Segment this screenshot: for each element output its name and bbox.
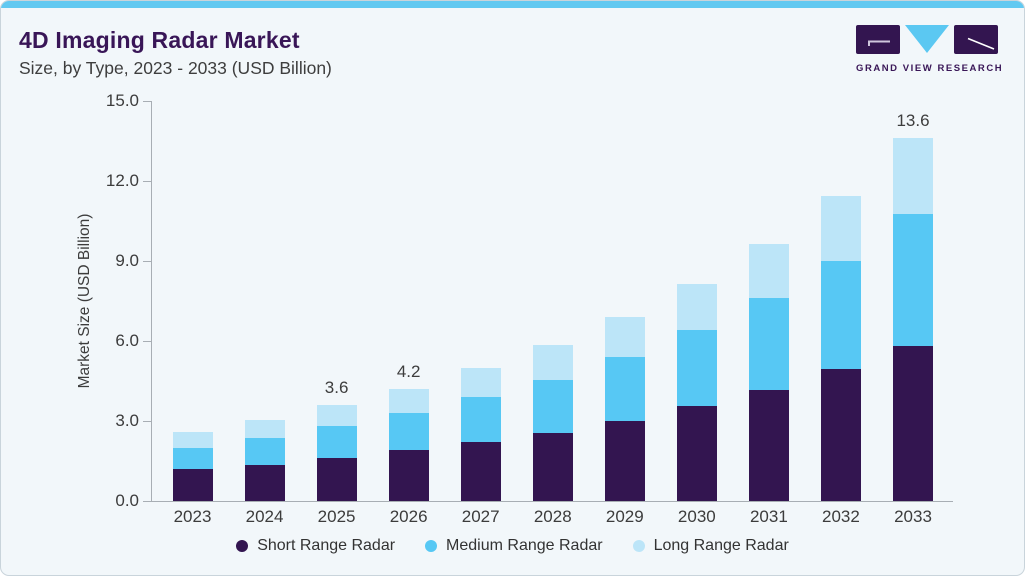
legend-item-short-range-radar: Short Range Radar — [236, 537, 395, 555]
y-tick-mark — [143, 180, 151, 182]
chart-legend: Short Range Radar Medium Range Radar Lon… — [1, 537, 1024, 555]
y-tick-label: 12.0 — [105, 170, 139, 190]
x-axis-label-2025: 2025 — [317, 507, 356, 526]
page-title: 4D Imaging Radar Market — [19, 27, 300, 53]
bar-segment-short-range-2031 — [748, 390, 789, 501]
x-axis-label-2023: 2023 — [173, 507, 212, 526]
page-subtitle: Size, by Type, 2023 - 2033 (USD Billion) — [19, 58, 332, 78]
bar-segment-long-range-2026 — [388, 389, 429, 413]
legend-item-long-range-radar: Long Range Radar — [632, 537, 789, 555]
bar-segment-medium-range-2024 — [244, 438, 285, 465]
legend-item-medium-range-radar: Medium Range Radar — [425, 537, 603, 555]
bar-segment-long-range-2028 — [532, 345, 573, 380]
bar-segment-long-range-2033 — [893, 138, 933, 215]
y-tick-mark — [143, 260, 151, 262]
logo-g-stroke — [868, 40, 890, 46]
x-axis-label-2030: 2030 — [677, 507, 716, 526]
bar-segment-medium-range-2029 — [604, 357, 645, 421]
legend-marker-long-range-icon — [632, 540, 645, 552]
legend-marker-medium-range-icon — [425, 540, 438, 552]
y-tick-mark — [143, 340, 151, 342]
logo-r-stroke — [967, 37, 995, 50]
bar-segment-short-range-2030 — [676, 406, 717, 501]
bar-segment-long-range-2027 — [460, 367, 501, 397]
y-tick-label: 0.0 — [115, 490, 139, 510]
bar-segment-medium-range-2030 — [676, 330, 717, 407]
bar-value-label-2033: 13.6 — [896, 111, 930, 131]
bar-segment-short-range-2024 — [244, 465, 285, 501]
y-tick-label: 6.0 — [115, 330, 139, 350]
x-axis-label-2031: 2031 — [749, 507, 788, 526]
bar-segment-short-range-2029 — [604, 421, 645, 501]
bar-segment-long-range-2031 — [748, 243, 789, 299]
legend-label-medium-range: Medium Range Radar — [446, 537, 603, 554]
bar-segment-medium-range-2028 — [532, 379, 573, 433]
x-axis-label-2032: 2032 — [822, 507, 860, 526]
logo-r-block — [954, 25, 998, 54]
gvr-logo-icon — [856, 25, 998, 54]
top-accent-bar — [1, 1, 1024, 8]
logo-v-triangle — [905, 25, 949, 53]
bar-segment-medium-range-2033 — [893, 214, 933, 347]
bar-segment-long-range-2023 — [172, 431, 213, 448]
x-axis-label-2027: 2027 — [461, 507, 500, 526]
legend-marker-short-range-icon — [236, 540, 249, 552]
x-axis-label-2026: 2026 — [389, 507, 428, 526]
bar-value-label-2026: 4.2 — [396, 362, 421, 381]
x-axis-label-2029: 2029 — [605, 507, 644, 526]
bar-segment-short-range-2027 — [460, 442, 501, 501]
y-tick-mark — [143, 100, 151, 102]
legend-label-short-range: Short Range Radar — [257, 537, 396, 554]
logo-g-block — [856, 25, 900, 54]
x-axis-label-2028: 2028 — [533, 507, 572, 526]
bar-segment-medium-range-2027 — [460, 397, 501, 443]
bar-segment-long-range-2032 — [820, 195, 861, 261]
x-axis-label-2033: 2033 — [894, 507, 932, 526]
bar-segment-short-range-2025 — [316, 458, 357, 501]
x-axis-label-2024: 2024 — [245, 507, 284, 526]
bar-segment-long-range-2024 — [244, 419, 285, 439]
bar-segment-medium-range-2032 — [820, 261, 861, 369]
y-axis-title: Market Size (USD Billion) — [76, 213, 93, 389]
bar-segment-medium-range-2025 — [316, 426, 357, 459]
brand-name: GRAND VIEW RESEARCH — [856, 63, 1004, 74]
bar-segment-long-range-2025 — [316, 405, 357, 427]
bar-segment-long-range-2029 — [604, 317, 645, 357]
y-tick-mark — [143, 500, 151, 502]
bar-segment-short-range-2023 — [172, 469, 213, 501]
bar-segment-short-range-2032 — [820, 369, 861, 501]
bar-segment-long-range-2030 — [676, 283, 717, 331]
bar-segment-medium-range-2023 — [172, 447, 213, 469]
bar-segment-short-range-2026 — [388, 450, 429, 501]
y-tick-mark — [143, 420, 151, 422]
bar-value-label-2025: 3.6 — [324, 378, 349, 397]
grand-view-research-logo: GRAND VIEW RESEARCH — [856, 25, 1004, 74]
y-tick-label: 15.0 — [105, 90, 139, 110]
bar-segment-medium-range-2031 — [748, 298, 789, 391]
bar-segment-short-range-2033 — [893, 346, 933, 501]
plot-area: 0.0 3.0 6.0 9.0 12.0 15.0 2023 2024 2025 3.6 2026 4… — [106, 91, 953, 526]
bar-segment-short-range-2028 — [532, 433, 573, 501]
y-tick-label: 3.0 — [115, 410, 139, 430]
legend-label-long-range: Long Range Radar — [653, 537, 789, 554]
bar-segment-medium-range-2026 — [388, 413, 429, 451]
y-tick-label: 9.0 — [115, 250, 139, 270]
